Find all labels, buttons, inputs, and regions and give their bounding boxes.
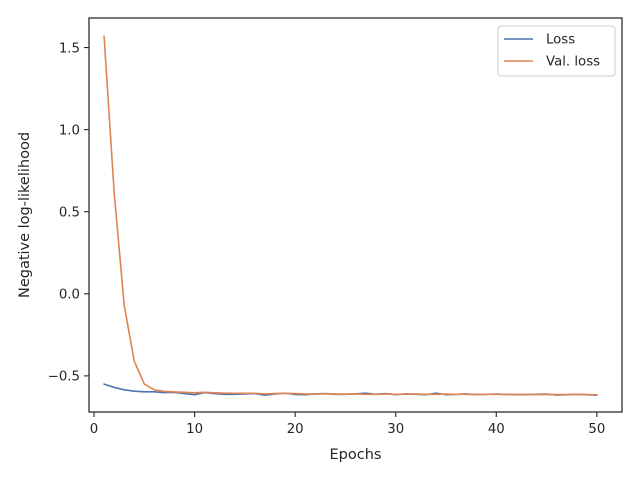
x-tick-label: 20 [287,422,304,437]
y-tick-label: 1.5 [59,41,80,56]
y-tick-label: 1.0 [59,123,80,138]
series-lines [103,35,598,397]
plot-frame [88,17,623,413]
series-line-1 [103,35,598,396]
legend: Loss Val. loss [497,25,616,77]
y-axis-label: Negative log-likelihood [17,132,33,298]
x-tick-label: 50 [588,422,605,437]
x-tick-label: 0 [90,422,98,437]
y-tick-label: 0.5 [59,205,80,220]
y-axis: −0.5 0.0 0.5 1.0 1.5 [48,41,89,385]
x-axis: 0 10 20 30 40 50 [90,412,605,437]
x-tick-label: 40 [488,422,505,437]
x-axis-label: Epochs [330,447,382,463]
x-tick-label: 10 [186,422,203,437]
legend-label-0: Loss [546,33,575,48]
y-tick-label: −0.5 [48,370,80,385]
y-tick-label: 0.0 [59,288,80,303]
legend-label-1: Val. loss [546,55,600,70]
x-tick-label: 30 [387,422,404,437]
